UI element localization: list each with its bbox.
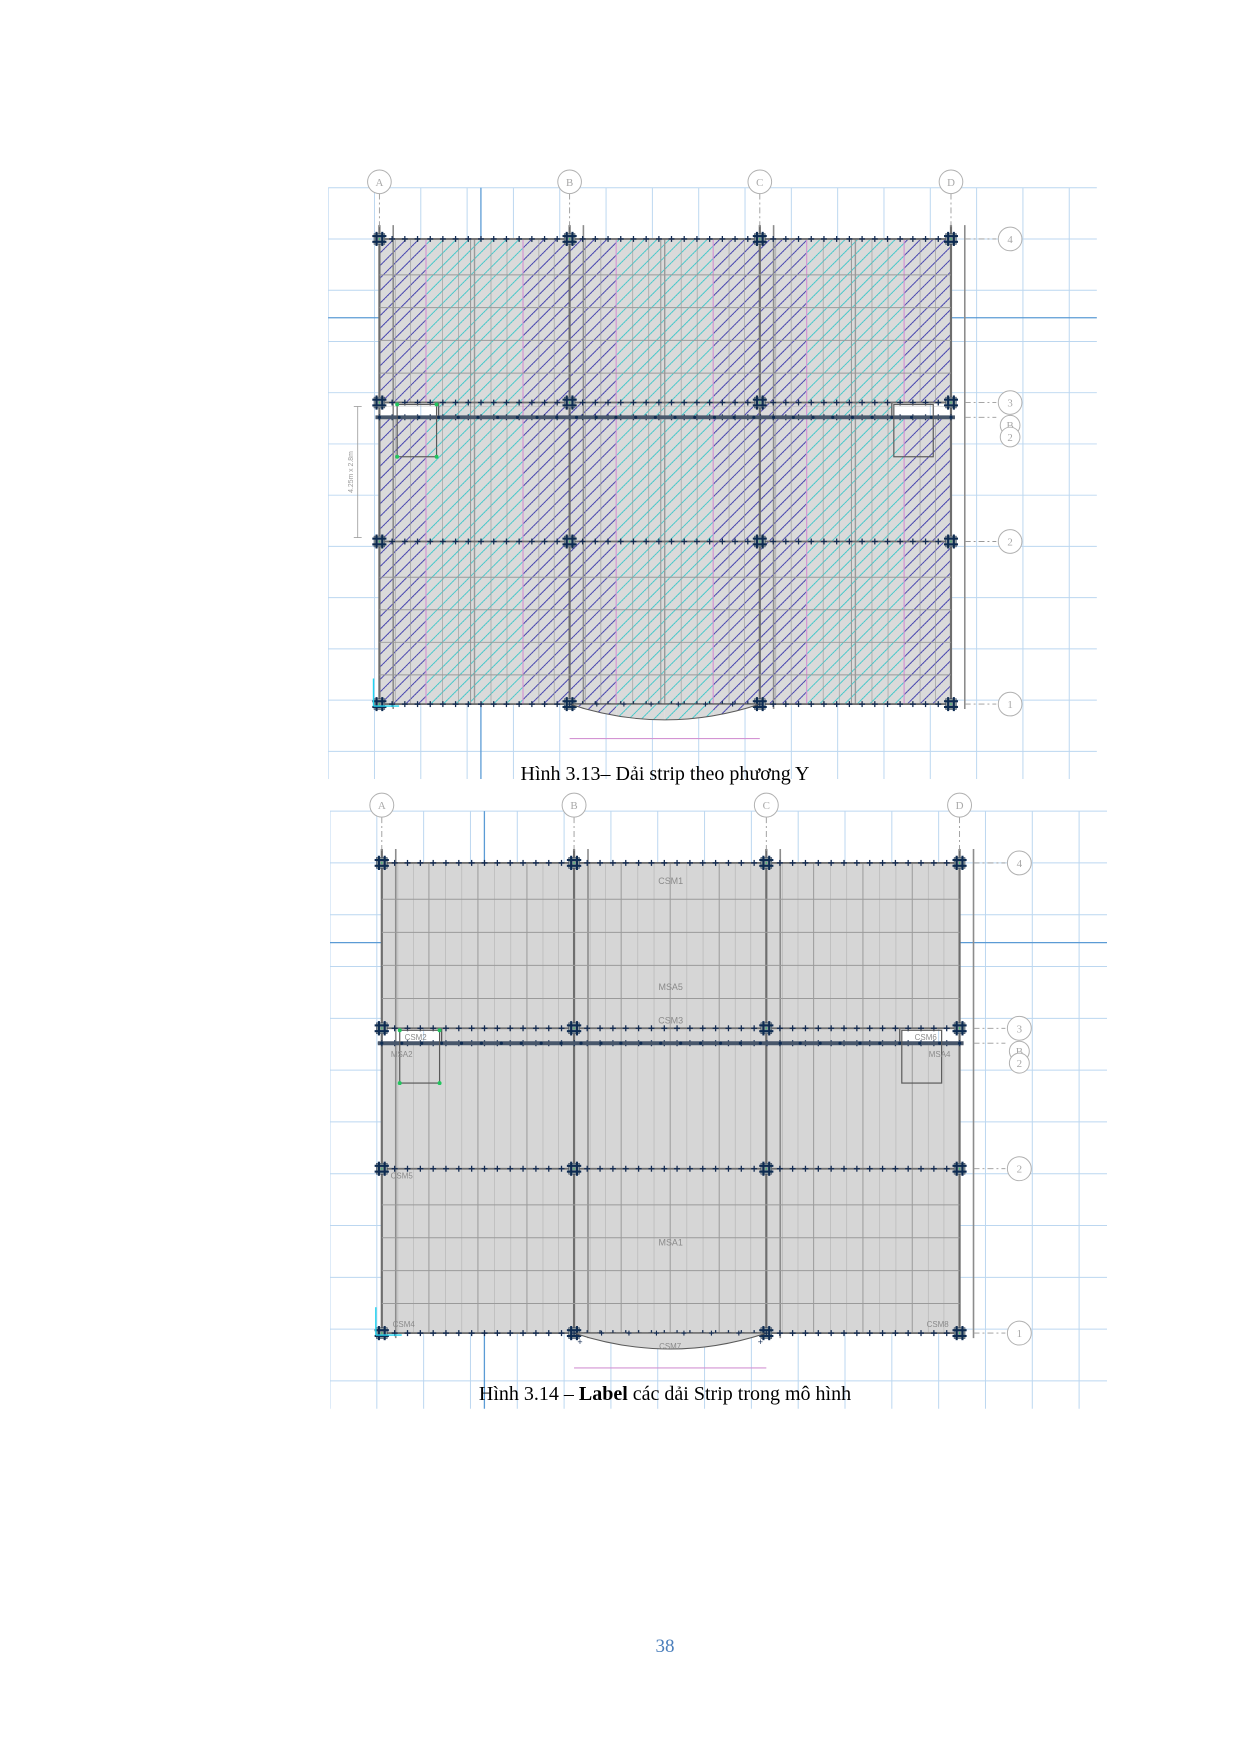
svg-text:4: 4 bbox=[1007, 234, 1013, 246]
svg-text:MSA2: MSA2 bbox=[391, 1050, 413, 1059]
svg-text:A: A bbox=[375, 177, 383, 189]
svg-text:B: B bbox=[566, 177, 573, 189]
svg-text:CSM5: CSM5 bbox=[391, 1172, 414, 1181]
svg-text:4.25m x 2.8m: 4.25m x 2.8m bbox=[348, 451, 355, 493]
svg-text:+: + bbox=[577, 1337, 582, 1347]
svg-text:CSM3: CSM3 bbox=[658, 1015, 683, 1025]
svg-text:2: 2 bbox=[1017, 1164, 1022, 1176]
svg-text:C: C bbox=[756, 177, 763, 189]
svg-text:MSA4: MSA4 bbox=[929, 1050, 951, 1059]
svg-text:2: 2 bbox=[1007, 536, 1012, 548]
svg-text:CSM6: CSM6 bbox=[915, 1033, 938, 1042]
svg-text:CSM7: CSM7 bbox=[659, 1342, 682, 1351]
svg-text:3: 3 bbox=[1007, 397, 1012, 409]
svg-text:CSM8: CSM8 bbox=[927, 1320, 950, 1329]
svg-text:CSM4: CSM4 bbox=[393, 1320, 416, 1329]
svg-text:2: 2 bbox=[1007, 432, 1012, 444]
svg-text:2: 2 bbox=[1017, 1058, 1022, 1070]
svg-text:CSM1: CSM1 bbox=[658, 876, 683, 886]
svg-text:+: + bbox=[758, 1337, 763, 1347]
svg-text:MSA1: MSA1 bbox=[658, 1238, 682, 1248]
svg-text:D: D bbox=[956, 800, 964, 812]
svg-text:MSA5: MSA5 bbox=[658, 982, 682, 992]
svg-text:A: A bbox=[378, 800, 386, 812]
svg-text:D: D bbox=[947, 177, 955, 189]
svg-text:CSM2: CSM2 bbox=[405, 1033, 428, 1042]
svg-text:3: 3 bbox=[1017, 1023, 1023, 1035]
svg-text:1: 1 bbox=[1017, 1328, 1022, 1340]
svg-text:1: 1 bbox=[1007, 699, 1012, 711]
svg-text:B: B bbox=[570, 800, 577, 812]
svg-text:4: 4 bbox=[1017, 858, 1023, 870]
svg-text:C: C bbox=[763, 800, 770, 812]
